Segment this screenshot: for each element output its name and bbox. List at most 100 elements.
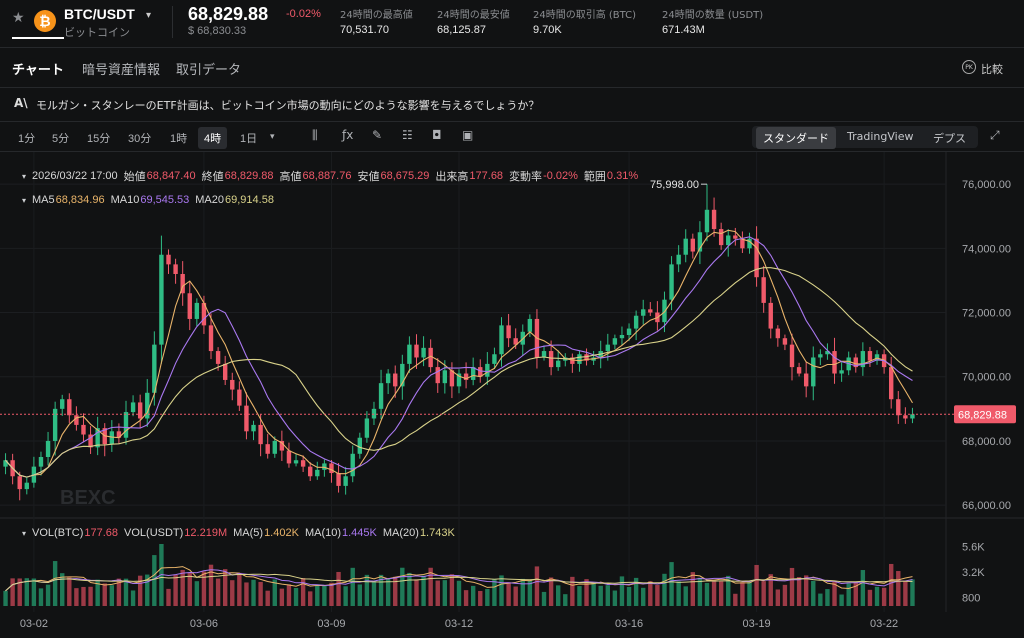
volume-bar xyxy=(513,586,518,606)
interval-1h[interactable]: 1時 xyxy=(170,133,188,145)
interval-1m[interactable]: 1分 xyxy=(18,133,36,145)
tab-crypto-info[interactable]: 暗号資産情報 xyxy=(82,63,161,78)
candle-body xyxy=(832,351,837,374)
candle-body xyxy=(258,424,263,445)
volume-bar xyxy=(222,569,228,606)
volume-bar xyxy=(456,580,462,606)
candle-body xyxy=(81,424,86,435)
volume-bar xyxy=(208,564,214,606)
volume-bar xyxy=(88,586,93,606)
candle-body xyxy=(279,440,285,451)
candle-body xyxy=(251,424,256,432)
indicator-icon[interactable]: ƒx xyxy=(342,128,354,142)
candle-body xyxy=(385,373,391,384)
chevron-down-icon[interactable]: ▾ xyxy=(146,10,152,21)
volume-bar xyxy=(343,586,348,606)
ohlc-collapse-chevron-icon[interactable]: ▾ xyxy=(22,171,27,181)
interval-30m[interactable]: 30分 xyxy=(128,133,152,145)
candle-body xyxy=(697,232,703,252)
candle-body xyxy=(754,238,759,278)
volume-collapse-chevron-icon[interactable]: ▾ xyxy=(22,528,27,538)
draw-icon[interactable]: ✎ xyxy=(372,128,383,142)
volume-bar xyxy=(775,589,781,606)
date-axis-label: 03-22 xyxy=(870,618,898,630)
volume-bar xyxy=(541,591,547,606)
vol-ma20-value: 1.743K xyxy=(419,527,455,539)
volume-bar xyxy=(470,585,476,606)
candle-body xyxy=(733,235,738,239)
ma-collapse-chevron-icon[interactable]: ▾ xyxy=(22,195,27,205)
view-tradingview[interactable]: TradingView xyxy=(847,130,914,143)
volume-ma-lines xyxy=(5,566,913,592)
candle-body xyxy=(336,473,341,486)
interval-more-chevron-icon[interactable]: ▾ xyxy=(270,131,275,141)
tab-trade-data[interactable]: 取引データ xyxy=(176,63,242,78)
ohlc-label-high: 高値 xyxy=(279,171,302,183)
camera-icon[interactable]: ◘ xyxy=(432,128,442,142)
candle-body xyxy=(485,363,490,377)
candle-body xyxy=(761,277,766,303)
candle-body xyxy=(470,367,476,380)
volume-bar xyxy=(633,577,639,606)
ohlc-label-change: 変動率 xyxy=(509,171,543,183)
candle-body xyxy=(67,399,72,416)
compare-button[interactable]: 比較 xyxy=(981,63,1003,76)
news-banner[interactable] xyxy=(0,88,1024,122)
news-headline[interactable]: モルガン・スタンレーのETF計画は、ビットコイン市場の動向にどのような影響を与え… xyxy=(36,99,540,112)
divider xyxy=(172,6,173,38)
date-axis-label: 03-06 xyxy=(190,618,218,630)
ma5-value: 68,834.96 xyxy=(55,194,105,206)
fullscreen-icon[interactable]: ⤢ xyxy=(990,128,1000,142)
candle-body xyxy=(690,238,696,252)
candle-body xyxy=(272,440,277,454)
date-axis-label: 03-16 xyxy=(615,618,643,630)
compare-icon[interactable]: PK xyxy=(962,60,976,74)
candle-body xyxy=(704,209,710,233)
last-price-tag xyxy=(954,405,1016,424)
calendar-icon[interactable]: ▣ xyxy=(462,128,474,142)
layout-icon[interactable]: ☷ xyxy=(402,128,413,142)
tab-chart[interactable]: チャート xyxy=(12,63,64,78)
candle-body xyxy=(265,444,270,454)
interval-15m[interactable]: 15分 xyxy=(87,133,111,145)
interval-5m[interactable]: 5分 xyxy=(52,133,70,145)
header-bar xyxy=(0,0,1024,48)
stat-value-volume-usdt: 671.43M xyxy=(662,24,705,36)
candlestick-chart[interactable]: BEXC 76,000.00 74,000.00 72,000.00 70,000.0… xyxy=(0,152,1024,638)
volume-bar xyxy=(903,580,908,606)
ohlc-value-change: -0.02% xyxy=(543,170,578,182)
price-axis-label: 74,000.00 xyxy=(962,243,1011,255)
interval-1d[interactable]: 1日 xyxy=(240,133,258,145)
volume-bar xyxy=(116,578,122,606)
candle-body xyxy=(364,418,370,438)
volume-bar xyxy=(385,578,391,606)
volume-bar xyxy=(520,578,525,606)
interval-4h[interactable]: 4時 xyxy=(198,127,228,149)
candle-body xyxy=(24,482,29,490)
stat-label-volume-btc: 24時間の取引高 (BTC) xyxy=(533,10,637,21)
volume-bar xyxy=(683,586,688,606)
volume-bar xyxy=(478,590,483,606)
view-depth[interactable]: デプス xyxy=(933,132,966,145)
volume-bar xyxy=(485,589,490,606)
volume-bar xyxy=(371,581,377,606)
volume-bar xyxy=(697,577,703,606)
last-price-label: 68,829.88 xyxy=(958,409,1007,421)
candle-body xyxy=(315,469,320,477)
price-axis-label: 68,000.00 xyxy=(962,436,1011,448)
candle-type-icon[interactable]: ⫼ xyxy=(312,128,318,142)
volume-bar xyxy=(499,575,504,606)
volume-bar xyxy=(357,584,363,606)
volume-bar xyxy=(492,578,497,606)
last-price: 68,829.88 xyxy=(188,4,269,24)
candle-body xyxy=(718,229,724,246)
candle-body xyxy=(88,434,93,448)
volume-bar xyxy=(279,588,285,606)
view-standard[interactable]: スタンダード xyxy=(756,127,836,149)
volume-bar xyxy=(173,575,178,606)
volume-bar xyxy=(889,563,894,606)
ohlc-label-range: 範囲 xyxy=(583,171,606,183)
favorite-star-icon[interactable]: ★ xyxy=(12,10,25,26)
pair-selector[interactable]: BTC/USDT xyxy=(64,6,135,22)
volume-bar xyxy=(45,584,51,606)
